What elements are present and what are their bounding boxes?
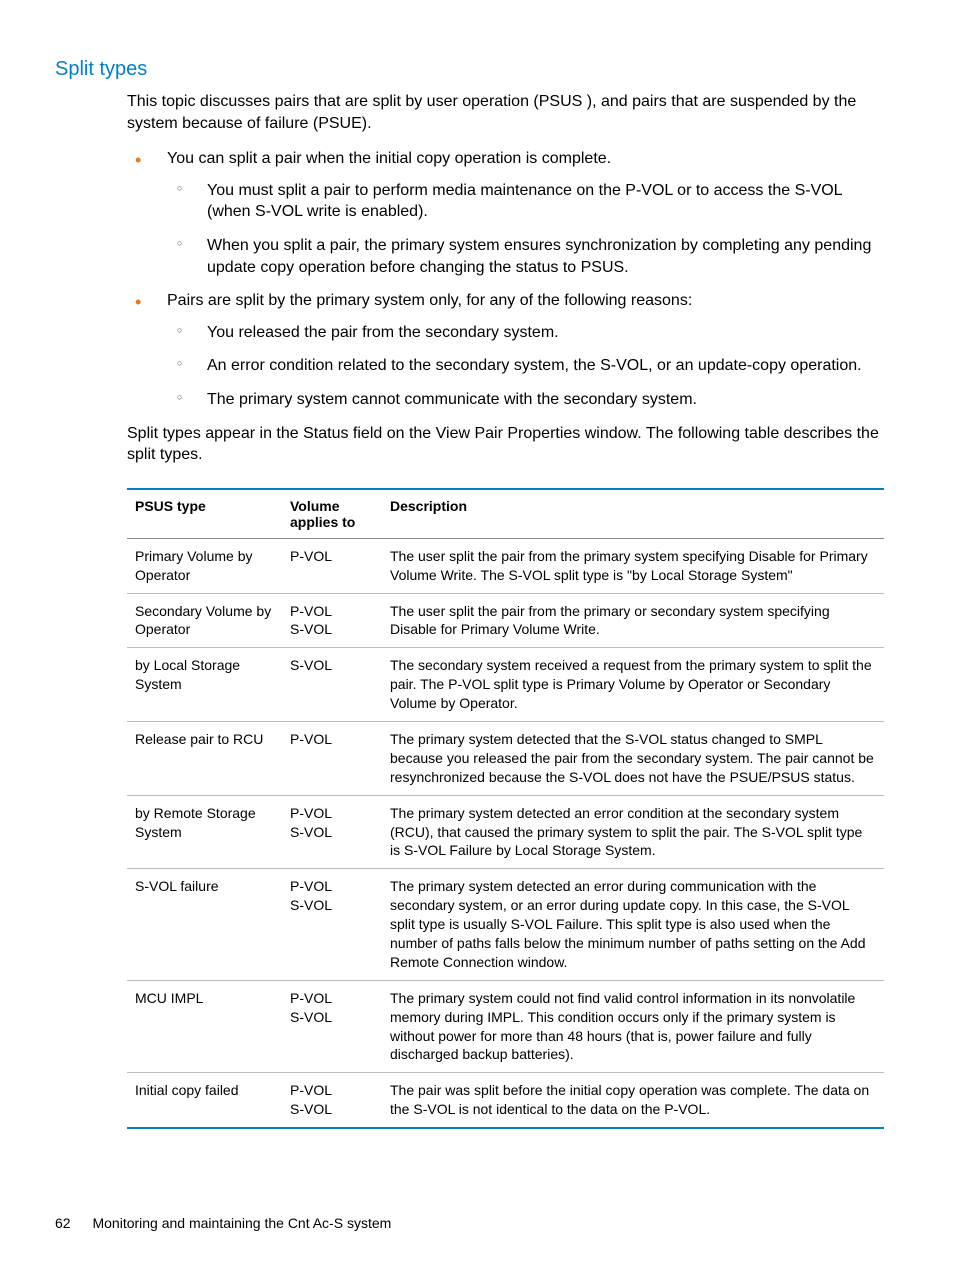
chapter-title: Monitoring and maintaining the Cnt Ac-S …	[92, 1215, 391, 1231]
sub-bullet-item: The primary system cannot communicate wi…	[167, 389, 884, 411]
volume-value: S-VOL	[290, 656, 374, 675]
sub-bullet-list: You must split a pair to perform media m…	[167, 180, 884, 278]
table-intro-paragraph: Split types appear in the Status field o…	[127, 423, 884, 466]
volume-value: S-VOL	[290, 896, 374, 915]
bullet-text: Pairs are split by the primary system on…	[167, 292, 692, 309]
cell-psus-type: Initial copy failed	[127, 1073, 282, 1128]
cell-psus-type: by Local Storage System	[127, 648, 282, 722]
volume-value: S-VOL	[290, 1100, 374, 1119]
cell-description: The user split the pair from the primary…	[382, 538, 884, 593]
sub-bullet-item: When you split a pair, the primary syste…	[167, 235, 884, 278]
bullet-text: You can split a pair when the initial co…	[167, 150, 611, 167]
bullet-item: Pairs are split by the primary system on…	[127, 290, 884, 410]
table-row: Primary Volume by Operator P-VOL The user …	[127, 538, 884, 593]
cell-volume: P-VOLS-VOL	[282, 795, 382, 869]
cell-volume: S-VOL	[282, 648, 382, 722]
col-header-psus-type: PSUS type	[127, 489, 282, 539]
cell-description: The pair was split before the initial co…	[382, 1073, 884, 1128]
page-footer: 62 Monitoring and maintaining the Cnt Ac…	[55, 1215, 391, 1231]
volume-value: P-VOL	[290, 602, 374, 621]
cell-psus-type: Release pair to RCU	[127, 721, 282, 795]
sub-bullet-list: You released the pair from the secondary…	[167, 322, 884, 411]
cell-description: The secondary system received a request …	[382, 648, 884, 722]
cell-psus-type: S-VOL failure	[127, 869, 282, 980]
cell-description: The primary system detected an error con…	[382, 795, 884, 869]
sub-bullet-item: An error condition related to the second…	[167, 355, 884, 377]
cell-psus-type: Secondary Volume by Operator	[127, 593, 282, 648]
table-row: Release pair to RCU P-VOL The primary syst…	[127, 721, 884, 795]
cell-volume: P-VOLS-VOL	[282, 1073, 382, 1128]
volume-value: S-VOL	[290, 620, 374, 639]
cell-psus-type: MCU IMPL	[127, 980, 282, 1073]
volume-value: P-VOL	[290, 804, 374, 823]
volume-value: P-VOL	[290, 547, 374, 566]
table-row: Secondary Volume by OperatorP-VOLS-VOLTh…	[127, 593, 884, 648]
cell-volume: P-VOL	[282, 721, 382, 795]
table-row: Initial copy failedP-VOLS-VOLThe pair wa…	[127, 1073, 884, 1128]
section-heading: Split types	[55, 58, 884, 81]
bullet-list: You can split a pair when the initial co…	[127, 148, 884, 410]
cell-description: The primary system detected that the S-V…	[382, 721, 884, 795]
table-row: S-VOL failureP-VOLS-VOLThe primary syste…	[127, 869, 884, 980]
volume-value: P-VOL	[290, 730, 374, 749]
cell-volume: P-VOLS-VOL	[282, 593, 382, 648]
intro-paragraph: This topic discusses pairs that are spli…	[127, 91, 884, 134]
cell-description: The user split the pair from the primary…	[382, 593, 884, 648]
table-header-row: PSUS type Volume applies to Description	[127, 489, 884, 539]
cell-psus-type: by Remote Storage System	[127, 795, 282, 869]
cell-description: The primary system could not find valid …	[382, 980, 884, 1073]
sub-bullet-item: You must split a pair to perform media m…	[167, 180, 884, 223]
volume-value: S-VOL	[290, 1008, 374, 1027]
table-row: MCU IMPLP-VOLS-VOLThe primary system cou…	[127, 980, 884, 1073]
cell-volume: P-VOLS-VOL	[282, 869, 382, 980]
cell-volume: P-VOL	[282, 538, 382, 593]
col-header-description: Description	[382, 489, 884, 539]
sub-bullet-item: You released the pair from the secondary…	[167, 322, 884, 344]
bullet-item: You can split a pair when the initial co…	[127, 148, 884, 278]
volume-value: P-VOL	[290, 1081, 374, 1100]
page-number: 62	[55, 1215, 71, 1231]
volume-value: P-VOL	[290, 877, 374, 896]
volume-value: S-VOL	[290, 823, 374, 842]
volume-value: P-VOL	[290, 989, 374, 1008]
col-header-volume: Volume applies to	[282, 489, 382, 539]
cell-volume: P-VOLS-VOL	[282, 980, 382, 1073]
table-row: by Local Storage System S-VOL The secondar…	[127, 648, 884, 722]
cell-description: The primary system detected an error dur…	[382, 869, 884, 980]
cell-psus-type: Primary Volume by Operator	[127, 538, 282, 593]
psus-split-types-table: PSUS type Volume applies to Description …	[127, 488, 884, 1129]
content-block: This topic discusses pairs that are spli…	[127, 91, 884, 1129]
table-row: by Remote Storage SystemP-VOLS-VOLThe pr…	[127, 795, 884, 869]
document-page: Split types This topic discusses pairs t…	[0, 0, 954, 1129]
